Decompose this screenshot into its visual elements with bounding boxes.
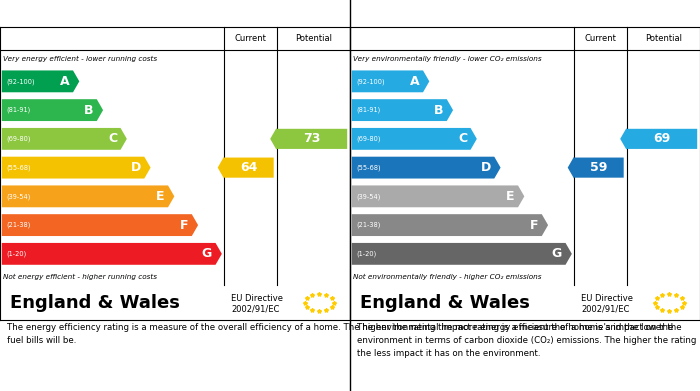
Text: F: F: [180, 219, 188, 231]
Text: 69: 69: [653, 133, 671, 145]
Polygon shape: [568, 157, 624, 179]
Text: Potential: Potential: [645, 34, 682, 43]
Text: (39-54): (39-54): [356, 193, 380, 200]
Polygon shape: [351, 243, 572, 265]
Polygon shape: [351, 157, 500, 179]
Text: 73: 73: [303, 133, 321, 145]
Text: G: G: [202, 248, 212, 260]
Text: Current: Current: [584, 34, 616, 43]
Text: F: F: [530, 219, 538, 231]
Text: 64: 64: [240, 161, 258, 174]
Text: England & Wales: England & Wales: [360, 294, 531, 312]
Text: (1-20): (1-20): [6, 251, 26, 257]
Text: G: G: [552, 248, 562, 260]
Text: The environmental impact rating is a measure of a home's impact on the environme: The environmental impact rating is a mea…: [357, 323, 696, 357]
Text: B: B: [434, 104, 443, 117]
Text: B: B: [84, 104, 93, 117]
Text: C: C: [458, 133, 467, 145]
Text: EU Directive: EU Directive: [581, 294, 633, 303]
Polygon shape: [1, 128, 127, 150]
Text: Not environmentally friendly - higher CO₂ emissions: Not environmentally friendly - higher CO…: [353, 274, 541, 280]
Text: E: E: [506, 190, 514, 203]
Polygon shape: [351, 214, 548, 236]
Polygon shape: [351, 185, 524, 207]
Text: Potential: Potential: [295, 34, 332, 43]
Polygon shape: [620, 128, 697, 150]
Text: D: D: [480, 161, 491, 174]
Text: Very energy efficient - lower running costs: Very energy efficient - lower running co…: [3, 56, 157, 62]
Text: Environmental Impact (CO₂) Rating: Environmental Impact (CO₂) Rating: [355, 7, 617, 20]
Text: (21-38): (21-38): [6, 222, 30, 228]
Text: The energy efficiency rating is a measure of the overall efficiency of a home. T: The energy efficiency rating is a measur…: [7, 323, 682, 345]
Text: C: C: [108, 133, 117, 145]
Text: (69-80): (69-80): [356, 136, 381, 142]
Text: A: A: [410, 75, 419, 88]
Polygon shape: [1, 214, 198, 236]
Polygon shape: [1, 243, 222, 265]
Text: A: A: [60, 75, 69, 88]
Text: Energy Efficiency Rating: Energy Efficiency Rating: [6, 7, 188, 20]
Polygon shape: [351, 99, 453, 121]
Text: 2002/91/EC: 2002/91/EC: [581, 305, 629, 314]
Polygon shape: [270, 128, 347, 150]
Text: (81-91): (81-91): [6, 107, 30, 113]
Polygon shape: [351, 128, 477, 150]
Text: (1-20): (1-20): [356, 251, 376, 257]
Polygon shape: [1, 70, 79, 92]
Polygon shape: [1, 185, 174, 207]
Text: 2002/91/EC: 2002/91/EC: [231, 305, 279, 314]
Text: (69-80): (69-80): [6, 136, 31, 142]
Text: Not energy efficient - higher running costs: Not energy efficient - higher running co…: [3, 274, 157, 280]
Text: Current: Current: [234, 34, 266, 43]
Text: (21-38): (21-38): [356, 222, 380, 228]
Text: D: D: [130, 161, 141, 174]
Text: England & Wales: England & Wales: [10, 294, 181, 312]
Text: 59: 59: [590, 161, 608, 174]
Polygon shape: [1, 99, 103, 121]
Text: (81-91): (81-91): [356, 107, 380, 113]
Polygon shape: [218, 157, 274, 179]
Text: Very environmentally friendly - lower CO₂ emissions: Very environmentally friendly - lower CO…: [353, 56, 541, 62]
Polygon shape: [351, 70, 429, 92]
Text: (92-100): (92-100): [356, 78, 384, 84]
Text: EU Directive: EU Directive: [231, 294, 283, 303]
Text: (55-68): (55-68): [356, 164, 381, 171]
Text: (39-54): (39-54): [6, 193, 30, 200]
Polygon shape: [1, 157, 150, 179]
Text: E: E: [156, 190, 164, 203]
Text: (55-68): (55-68): [6, 164, 31, 171]
Text: (92-100): (92-100): [6, 78, 34, 84]
